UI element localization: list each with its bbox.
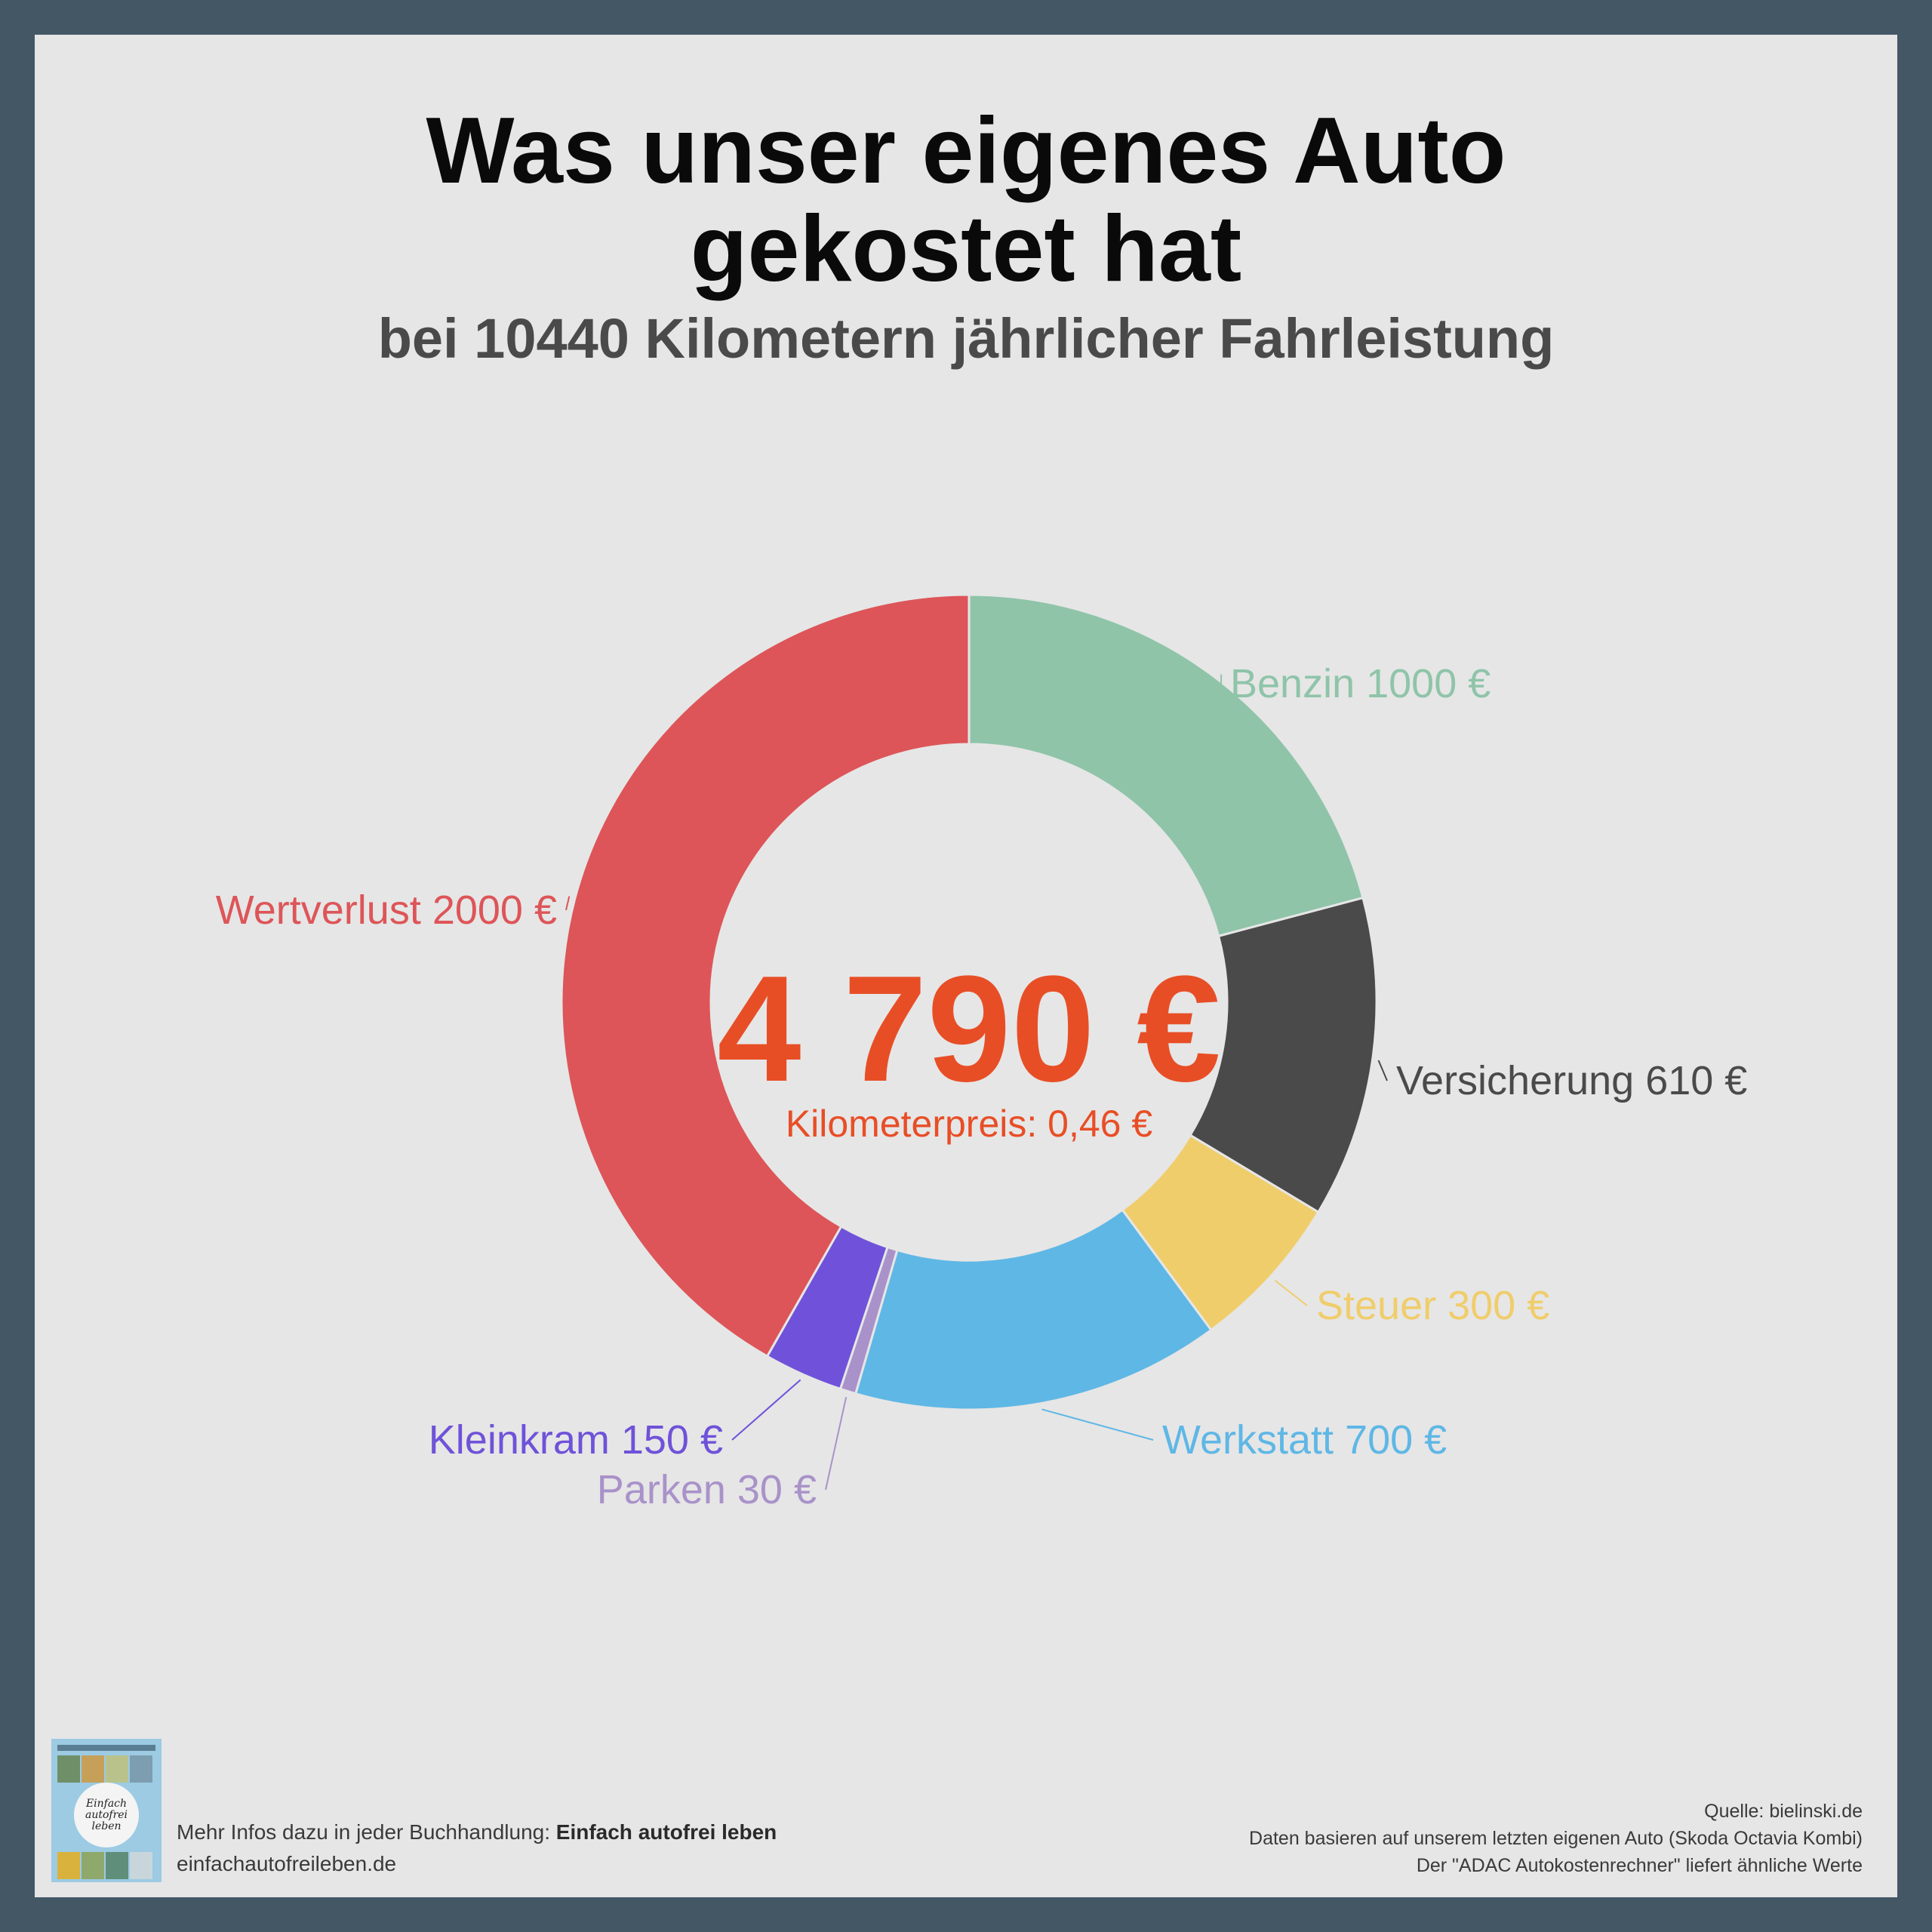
kilometer-price: Kilometerpreis: 0,46 € [786, 1103, 1153, 1145]
leader-line-werkstatt [1041, 1408, 1154, 1441]
data-basis-note: Daten basieren auf unserem letzten eigen… [1249, 1828, 1863, 1849]
leader-line-wertverlust [565, 896, 571, 911]
leader-line-parken [825, 1397, 848, 1491]
slice-versicherung [1189, 896, 1378, 1214]
label-versicherung: Versicherung 610 € [1396, 1058, 1747, 1103]
label-benzin: Benzin 1000 € [1230, 661, 1491, 706]
chart-title-line-2: gekostet hat [690, 197, 1242, 301]
leader-line-steuer [1274, 1279, 1308, 1306]
source-note: Quelle: bielinski.de [1704, 1801, 1863, 1822]
book-cover-title: Einfach autofrei leben [74, 1783, 139, 1847]
chart-title-line-1: Was unser eigenes Auto [426, 99, 1506, 203]
chart-subtitle: bei 10440 Kilometern jährlicher Fahrleis… [377, 307, 1555, 370]
label-steuer: Steuer 300 € [1316, 1283, 1549, 1328]
label-kleinkram: Kleinkram 150 € [429, 1417, 723, 1463]
donut-chart: Benzin 1000 € Versicherung 610 € Steuer 30… [216, 593, 1747, 1512]
book-title: Einfach autofrei leben [555, 1820, 777, 1844]
total-cost: 4 790 € [717, 945, 1220, 1113]
slice-wertverlust [560, 593, 971, 1358]
infographic-panel: Was unser eigenes Auto gekostet hat bei … [35, 35, 1897, 1897]
label-wertverlust: Wertverlust 2000 € [216, 888, 557, 933]
slice-benzin [968, 593, 1364, 938]
label-werkstatt: Werkstatt 700 € [1162, 1417, 1447, 1463]
slice-werkstatt [854, 1208, 1213, 1411]
website-link[interactable]: einfachautofreileben.de [177, 1852, 397, 1875]
more-info-text: Mehr Infos dazu in jeder Buchhandlung: E… [177, 1820, 777, 1844]
book-cover-image: Einfach autofrei leben [51, 1739, 162, 1882]
adac-note: Der "ADAC Autokostenrechner" liefert ähn… [1416, 1855, 1863, 1876]
leader-line-versicherung [1377, 1060, 1388, 1081]
leader-line-kleinkram [731, 1379, 801, 1441]
label-parken: Parken 30 € [597, 1467, 817, 1512]
